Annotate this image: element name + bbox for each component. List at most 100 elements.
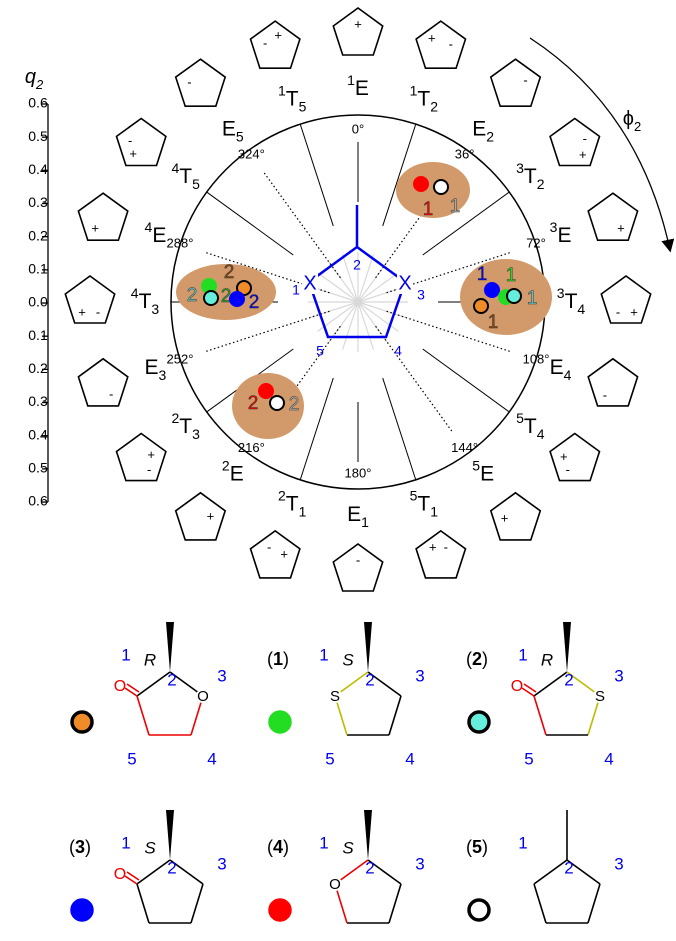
compound-marker bbox=[467, 710, 491, 734]
label-sub: 3 bbox=[159, 367, 167, 383]
cluster-blob bbox=[396, 162, 470, 218]
dotted-spoke bbox=[375, 325, 453, 432]
wedge-bond bbox=[364, 810, 372, 860]
atom-mask bbox=[328, 689, 342, 703]
compound-label-part: ) bbox=[85, 837, 91, 857]
center-spoke bbox=[357, 301, 406, 319]
spoke bbox=[382, 377, 417, 481]
pucker-sign: - bbox=[128, 133, 132, 148]
bond bbox=[587, 883, 601, 924]
stereo-label: S bbox=[342, 650, 354, 669]
cluster-point-label: 2 bbox=[249, 292, 260, 313]
angle-label: 288° bbox=[167, 236, 194, 251]
label-sub: 4 bbox=[537, 426, 545, 442]
label-sub: 4 bbox=[564, 367, 572, 383]
bond bbox=[136, 671, 171, 697]
pucker-sign: + bbox=[129, 146, 137, 161]
atom-number: 2 bbox=[564, 670, 573, 689]
cluster-point bbox=[484, 282, 500, 298]
ring-heteroatom: O bbox=[329, 876, 341, 893]
atom-number: 3 bbox=[614, 854, 623, 873]
label-sup: 1 bbox=[410, 82, 418, 98]
label-sup: 4 bbox=[131, 285, 139, 301]
pucker-sign: + bbox=[91, 221, 99, 236]
label-main: E bbox=[550, 355, 564, 378]
cluster-point-label: 1 bbox=[450, 196, 461, 217]
atom-number: 5 bbox=[127, 749, 136, 768]
center-spoke bbox=[328, 261, 359, 303]
label-sub: 3 bbox=[151, 301, 159, 317]
atom-mask bbox=[196, 689, 210, 703]
cluster-point-label: 2 bbox=[289, 394, 300, 415]
atom-number: 5 bbox=[524, 749, 533, 768]
conformation-label: 4E bbox=[145, 219, 167, 247]
pucker-sign: - bbox=[263, 36, 267, 51]
compound-label-part: ) bbox=[482, 649, 488, 669]
q-axis-tick-label: 0.3 bbox=[28, 393, 48, 409]
label-sup: 1 bbox=[278, 82, 286, 98]
spoke bbox=[299, 377, 334, 481]
conformation-pentagon bbox=[249, 529, 301, 579]
cluster-point bbox=[229, 291, 245, 307]
label-sub: 3 bbox=[192, 426, 200, 442]
conformation-pentagon bbox=[77, 357, 129, 407]
bond bbox=[566, 859, 601, 885]
dotted-spoke bbox=[386, 310, 511, 353]
atom-number: 1 bbox=[319, 645, 328, 664]
carbonyl-bond bbox=[124, 687, 138, 697]
pucker-sign: + bbox=[207, 508, 215, 523]
atom-number: 1 bbox=[518, 645, 527, 664]
cluster-point-label: 2 bbox=[187, 285, 198, 306]
compound-label: (2) bbox=[466, 649, 488, 669]
q-axis-tick-label: 0.1 bbox=[28, 327, 48, 343]
compound-label-part: ) bbox=[283, 649, 289, 669]
conformation-label: 1T5 bbox=[278, 82, 307, 114]
spoke bbox=[422, 191, 510, 256]
dotted-spoke bbox=[386, 251, 511, 294]
angle-label: 216° bbox=[238, 440, 265, 455]
atom-number: 2 bbox=[167, 670, 176, 689]
pucker-sign: - bbox=[566, 462, 570, 477]
atom-number: 4 bbox=[405, 937, 414, 941]
label-main: ϕ bbox=[623, 108, 634, 130]
angle-label: 36° bbox=[455, 147, 475, 162]
center-spoke bbox=[341, 254, 359, 303]
dotted-spoke bbox=[263, 172, 341, 279]
wedge-bond bbox=[563, 622, 571, 672]
atom-number: 3 bbox=[415, 666, 424, 685]
conformation-pentagon bbox=[332, 7, 384, 56]
label-main: E bbox=[472, 117, 486, 140]
dotted-spoke bbox=[205, 251, 330, 294]
label-sup: 5 bbox=[472, 457, 480, 473]
atom-number: 5 bbox=[325, 937, 334, 941]
angle-label: 252° bbox=[167, 351, 194, 366]
label-main: T bbox=[286, 492, 299, 515]
label-sub: 2 bbox=[430, 98, 438, 114]
conformation-label: E3 bbox=[145, 355, 167, 382]
atom-number: 3 bbox=[415, 854, 424, 873]
cluster-point-label: 2 bbox=[221, 286, 232, 307]
stereo-label: S bbox=[144, 838, 156, 857]
conformation-pentagon bbox=[332, 543, 384, 592]
wedge-bond bbox=[364, 622, 372, 672]
label-sub: 2 bbox=[35, 77, 44, 92]
q-axis-tick-label: 0.6 bbox=[28, 95, 48, 111]
pucker-sign: + bbox=[429, 539, 437, 554]
label-main: E bbox=[480, 462, 494, 485]
label-sub: 1 bbox=[430, 503, 438, 519]
center-spoke bbox=[310, 301, 359, 319]
bond bbox=[533, 695, 547, 736]
pucker-sign: - bbox=[603, 387, 607, 402]
angle-label: 180° bbox=[345, 465, 372, 480]
wedge-bond bbox=[166, 810, 174, 860]
conformation-label: E4 bbox=[550, 355, 572, 382]
conformation-label: 1E bbox=[347, 72, 369, 100]
atom-number: 3 bbox=[217, 854, 226, 873]
ring-atom: X bbox=[398, 272, 411, 294]
spoke bbox=[382, 123, 417, 227]
carbonyl-oxygen: O bbox=[114, 866, 126, 883]
cluster-blob bbox=[176, 264, 276, 320]
compound-label-part: 3 bbox=[75, 837, 85, 857]
label-main: E bbox=[222, 117, 236, 140]
cluster-point bbox=[506, 288, 522, 304]
